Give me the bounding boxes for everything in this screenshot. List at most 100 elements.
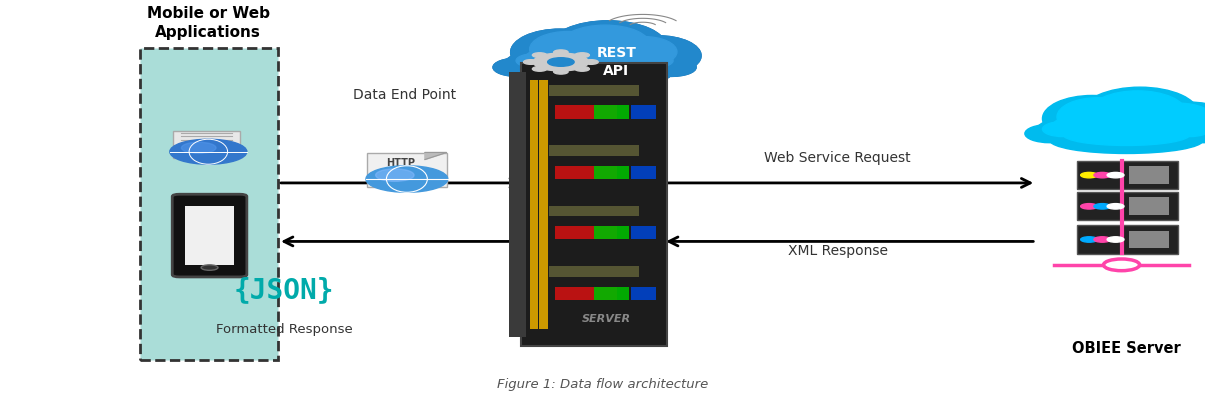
Ellipse shape xyxy=(493,58,543,76)
Ellipse shape xyxy=(634,54,673,68)
Polygon shape xyxy=(425,152,446,160)
FancyBboxPatch shape xyxy=(631,286,656,300)
Ellipse shape xyxy=(516,54,555,68)
Ellipse shape xyxy=(504,44,685,84)
Ellipse shape xyxy=(517,61,672,87)
FancyBboxPatch shape xyxy=(1077,161,1178,189)
Ellipse shape xyxy=(1049,127,1204,154)
Ellipse shape xyxy=(525,43,665,73)
Ellipse shape xyxy=(535,55,654,76)
FancyBboxPatch shape xyxy=(595,105,628,119)
Circle shape xyxy=(1094,173,1111,178)
FancyBboxPatch shape xyxy=(555,286,617,300)
FancyBboxPatch shape xyxy=(555,105,617,119)
FancyBboxPatch shape xyxy=(140,48,279,360)
Circle shape xyxy=(554,70,568,74)
Text: REST
API: REST API xyxy=(596,46,637,78)
Ellipse shape xyxy=(510,29,610,75)
FancyBboxPatch shape xyxy=(529,79,538,329)
Text: XML Response: XML Response xyxy=(788,244,888,258)
Text: {JSON}: {JSON} xyxy=(234,276,334,304)
FancyBboxPatch shape xyxy=(595,226,628,239)
FancyBboxPatch shape xyxy=(595,286,628,300)
Ellipse shape xyxy=(504,44,685,84)
FancyBboxPatch shape xyxy=(1129,197,1169,215)
Ellipse shape xyxy=(610,37,677,67)
FancyBboxPatch shape xyxy=(186,206,234,265)
Ellipse shape xyxy=(493,58,543,76)
FancyBboxPatch shape xyxy=(631,226,656,239)
Ellipse shape xyxy=(1146,102,1206,142)
Circle shape xyxy=(1107,204,1124,209)
Text: OBIEE Server: OBIEE Server xyxy=(1072,341,1181,356)
Circle shape xyxy=(181,142,216,153)
Circle shape xyxy=(375,169,414,181)
Ellipse shape xyxy=(1082,87,1199,140)
Circle shape xyxy=(554,50,568,55)
Circle shape xyxy=(365,166,447,192)
Circle shape xyxy=(533,53,589,71)
Ellipse shape xyxy=(646,58,696,76)
Ellipse shape xyxy=(1143,103,1206,136)
FancyBboxPatch shape xyxy=(631,166,656,179)
Circle shape xyxy=(548,58,574,66)
Circle shape xyxy=(1081,204,1097,209)
FancyBboxPatch shape xyxy=(595,166,628,179)
Ellipse shape xyxy=(614,36,701,75)
Text: Data End Point: Data End Point xyxy=(353,88,456,102)
FancyBboxPatch shape xyxy=(555,226,617,239)
FancyBboxPatch shape xyxy=(549,145,639,156)
Circle shape xyxy=(575,53,590,57)
Ellipse shape xyxy=(550,21,667,74)
Circle shape xyxy=(1081,237,1097,242)
Ellipse shape xyxy=(1178,125,1206,143)
Circle shape xyxy=(201,265,218,270)
Circle shape xyxy=(584,60,598,64)
FancyBboxPatch shape xyxy=(549,266,639,277)
FancyBboxPatch shape xyxy=(521,63,667,346)
Circle shape xyxy=(523,60,538,64)
Circle shape xyxy=(1103,259,1140,271)
FancyBboxPatch shape xyxy=(1077,192,1178,220)
Circle shape xyxy=(575,66,590,71)
Circle shape xyxy=(532,53,546,57)
FancyBboxPatch shape xyxy=(172,194,247,277)
Circle shape xyxy=(1094,204,1111,209)
Text: Mobile or Web
Applications: Mobile or Web Applications xyxy=(147,6,270,40)
FancyBboxPatch shape xyxy=(1077,226,1178,253)
FancyBboxPatch shape xyxy=(631,105,656,119)
FancyBboxPatch shape xyxy=(539,79,548,329)
FancyBboxPatch shape xyxy=(1129,231,1169,248)
Ellipse shape xyxy=(510,29,610,75)
FancyBboxPatch shape xyxy=(367,152,446,187)
Ellipse shape xyxy=(646,58,696,76)
Ellipse shape xyxy=(1042,121,1083,137)
Text: Web Service Request: Web Service Request xyxy=(765,151,911,165)
Ellipse shape xyxy=(1056,98,1140,136)
FancyBboxPatch shape xyxy=(1129,166,1169,184)
Text: HTTP: HTTP xyxy=(386,158,415,169)
Ellipse shape xyxy=(529,31,607,67)
Circle shape xyxy=(1107,173,1124,178)
Ellipse shape xyxy=(1062,124,1190,145)
Circle shape xyxy=(170,139,247,164)
Text: SERVER: SERVER xyxy=(581,314,631,325)
Circle shape xyxy=(1094,237,1111,242)
Ellipse shape xyxy=(1036,110,1206,150)
Ellipse shape xyxy=(1025,125,1075,143)
Ellipse shape xyxy=(1089,91,1185,134)
FancyBboxPatch shape xyxy=(549,206,639,217)
FancyBboxPatch shape xyxy=(555,166,617,179)
Text: Formatted Response: Formatted Response xyxy=(216,323,352,336)
Ellipse shape xyxy=(550,21,667,74)
FancyBboxPatch shape xyxy=(509,72,526,337)
Ellipse shape xyxy=(614,36,701,75)
Ellipse shape xyxy=(560,25,650,66)
Ellipse shape xyxy=(1052,110,1201,143)
FancyBboxPatch shape xyxy=(549,84,639,95)
Circle shape xyxy=(1107,237,1124,242)
Circle shape xyxy=(1081,173,1097,178)
Ellipse shape xyxy=(1170,121,1206,137)
Ellipse shape xyxy=(1042,95,1142,142)
Ellipse shape xyxy=(517,61,672,87)
